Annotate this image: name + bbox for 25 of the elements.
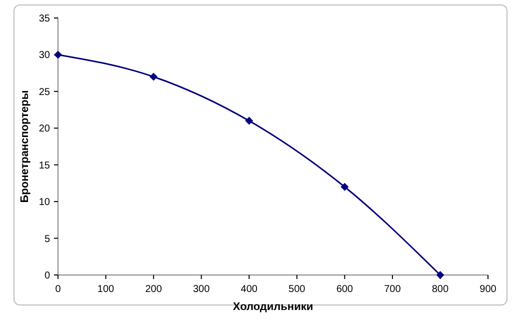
x-tick-label: 700 <box>384 284 402 295</box>
y-axis-title: Бронетранспортеры <box>19 90 31 203</box>
y-tick-label: 20 <box>38 124 50 135</box>
x-tick-label: 200 <box>145 284 162 295</box>
x-tick-label: 100 <box>97 284 115 295</box>
y-tick-label: 35 <box>38 14 50 24</box>
x-tick-label: 400 <box>240 284 258 295</box>
x-tick-label: 900 <box>480 284 497 295</box>
x-tick-label: 600 <box>336 284 354 295</box>
y-tick-label: 10 <box>38 197 50 208</box>
x-tick-label: 0 <box>55 284 62 295</box>
y-tick-label: 5 <box>44 234 50 245</box>
point <box>54 50 62 59</box>
y-tick-label: 15 <box>38 160 50 172</box>
point <box>150 72 158 81</box>
y-tick-label: 30 <box>38 50 50 62</box>
x-tick-label: 500 <box>288 284 306 295</box>
y-tick-label: 0 <box>44 270 50 282</box>
x-tick-label: 800 <box>432 284 449 295</box>
y-tick-label: 25 <box>38 86 50 98</box>
x-tick-label: 300 <box>192 284 210 295</box>
point <box>340 182 349 191</box>
x-axis-title: Холодильники <box>232 301 314 313</box>
point <box>245 116 254 125</box>
point <box>436 271 444 279</box>
